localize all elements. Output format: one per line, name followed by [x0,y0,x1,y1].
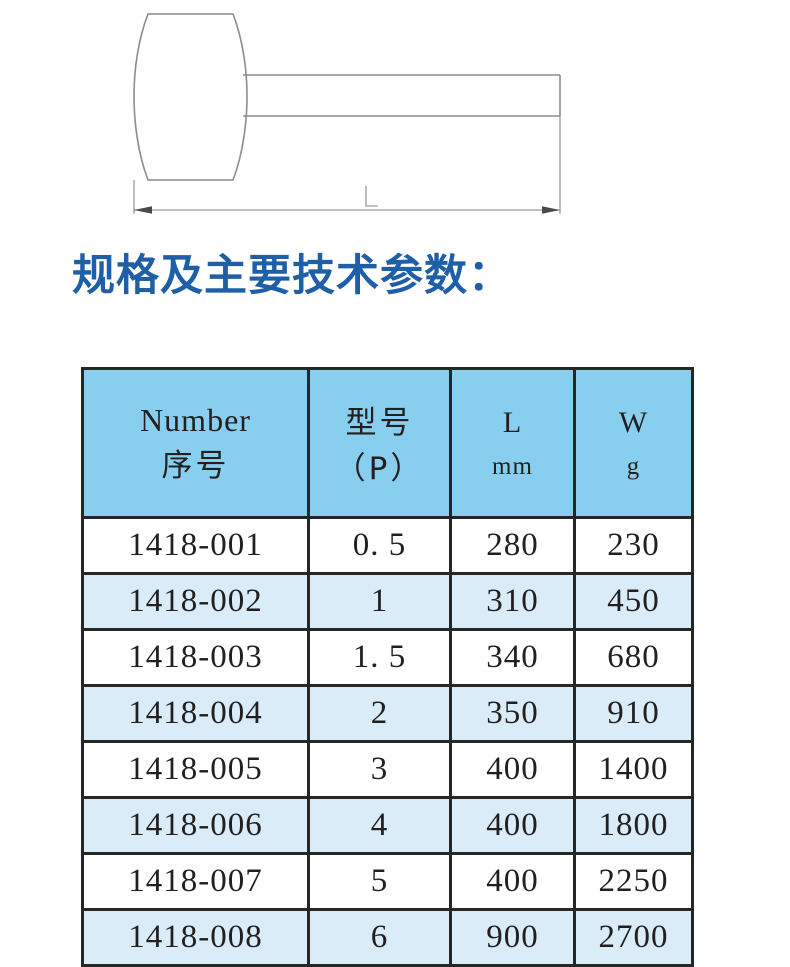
cell-number: 1418-002 [81,572,310,631]
cell-length: 280 [449,516,576,575]
product-drawing [0,0,790,236]
hammer-handle-shape [243,74,561,117]
cell-number: 1418-007 [81,852,310,911]
cell-length: 350 [449,684,576,743]
cell-model: 0. 5 [307,516,452,575]
table-header: Number 序号 型号 （P） L mm W g [81,367,694,519]
cell-model: 5 [307,852,452,911]
table-row: 1418-008 6 900 2700 [81,908,694,967]
column-header-number-cn: 序号 [161,448,230,485]
cell-length: 340 [449,628,576,687]
cell-model: 6 [307,908,452,967]
column-header-model: 型号 （P） [307,367,452,519]
spec-table-container: Number 序号 型号 （P） L mm W g 1418-001 0. 5 28… [81,367,694,967]
column-header-weight-unit: g [626,452,641,480]
cell-number: 1418-001 [81,516,310,575]
table-header-row: Number 序号 型号 （P） L mm W g [81,367,694,519]
cell-model: 1. 5 [307,628,452,687]
dimension-line-L [133,116,561,214]
column-header-model-unit: （P） [334,451,425,487]
cell-number: 1418-006 [81,796,310,855]
column-header-length: L mm [449,367,576,519]
cell-weight: 450 [573,572,694,631]
cell-weight: 1400 [573,740,694,799]
table-row: 1418-001 0. 5 280 230 [81,516,694,575]
cell-weight: 680 [573,628,694,687]
column-header-weight-symbol: W [618,406,649,440]
table-row: 1418-003 1. 5 340 680 [81,628,694,687]
cell-length: 400 [449,740,576,799]
table-row: 1418-004 2 350 910 [81,684,694,743]
hammer-head-shape [133,13,248,181]
table-row: 1418-002 1 310 450 [81,572,694,631]
cell-length: 400 [449,796,576,855]
table-row: 1418-007 5 400 2250 [81,852,694,911]
cell-weight: 1800 [573,796,694,855]
cell-number: 1418-004 [81,684,310,743]
cell-weight: 2700 [573,908,694,967]
cell-length: 400 [449,852,576,911]
dimension-label-L [365,186,378,207]
column-header-number: Number 序号 [81,367,310,519]
table-row: 1418-006 4 400 1800 [81,796,694,855]
cell-model: 4 [307,796,452,855]
cell-weight: 230 [573,516,694,575]
cell-length: 900 [449,908,576,967]
cell-weight: 2250 [573,852,694,911]
column-header-model-cn: 型号 [345,405,414,442]
cell-weight: 910 [573,684,694,743]
dimension-arrowheads [134,206,560,214]
cell-number: 1418-008 [81,908,310,967]
column-header-length-symbol: L [502,406,523,440]
page-title: 规格及主要技术参数： [72,251,512,301]
column-header-weight: W g [573,367,694,519]
column-header-number-en: Number [140,402,251,439]
cell-model: 2 [307,684,452,743]
cell-number: 1418-003 [81,628,310,687]
cell-length: 310 [449,572,576,631]
cell-number: 1418-005 [81,740,310,799]
table-body: 1418-001 0. 5 280 230 1418-002 1 310 450 1418-00… [81,516,694,967]
table-row: 1418-005 3 400 1400 [81,740,694,799]
cell-model: 3 [307,740,452,799]
specifications-table: Number 序号 型号 （P） L mm W g 1418-001 0. 5 28… [81,367,694,967]
cell-model: 1 [307,572,452,631]
column-header-length-unit: mm [492,452,533,480]
